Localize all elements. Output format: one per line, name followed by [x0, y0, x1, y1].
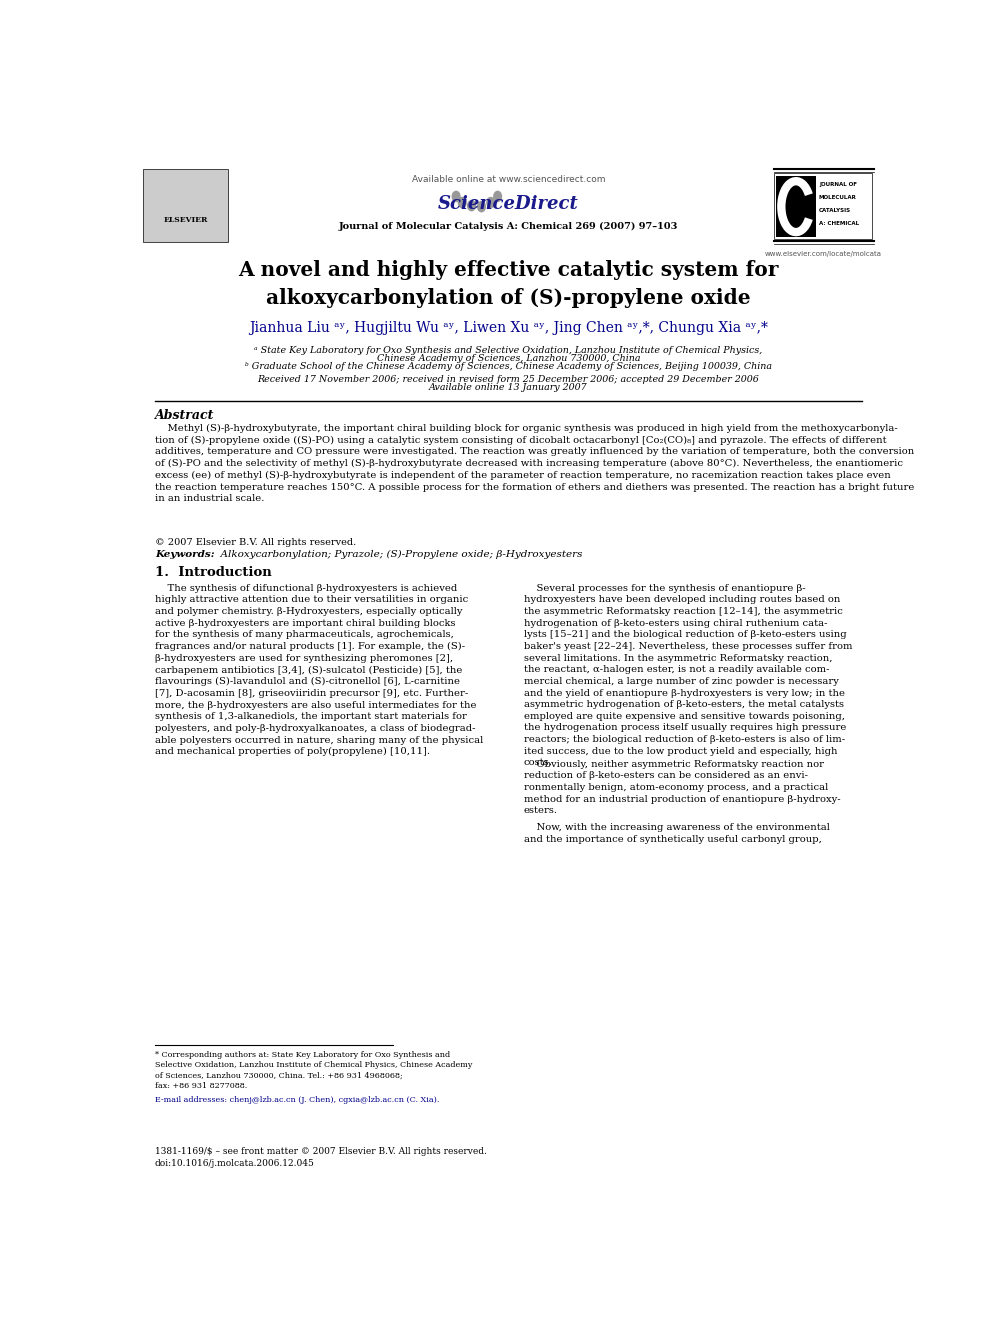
Text: ScienceDirect: ScienceDirect [437, 194, 579, 213]
Circle shape [478, 201, 485, 212]
Text: CATALYSIS: CATALYSIS [819, 208, 851, 213]
Text: www.elsevier.com/locate/molcata: www.elsevier.com/locate/molcata [765, 250, 882, 257]
Text: 1.  Introduction: 1. Introduction [155, 566, 272, 579]
Circle shape [452, 192, 460, 201]
Circle shape [458, 197, 466, 208]
Text: Available online 13 January 2007: Available online 13 January 2007 [430, 384, 587, 393]
Text: Alkoxycarbonylation; Pyrazole; (S)-Propylene oxide; β-Hydroxyesters: Alkoxycarbonylation; Pyrazole; (S)-Propy… [214, 550, 582, 560]
Circle shape [467, 201, 475, 210]
Text: Abstract: Abstract [155, 409, 214, 422]
Text: A: CHEMICAL: A: CHEMICAL [819, 221, 859, 226]
Text: JOURNAL OF: JOURNAL OF [819, 181, 857, 187]
Text: Keywords:: Keywords: [155, 550, 214, 558]
Text: Several processes for the synthesis of enantiopure β-
hydroxyesters have been de: Several processes for the synthesis of e… [524, 583, 852, 767]
Text: Jianhua Liu ᵃʸ, Hugjiltu Wu ᵃʸ, Liwen Xu ᵃʸ, Jing Chen ᵃʸ,*, Chungu Xia ᵃʸ,*: Jianhua Liu ᵃʸ, Hugjiltu Wu ᵃʸ, Liwen Xu… [249, 321, 768, 335]
Text: Available online at www.sciencedirect.com: Available online at www.sciencedirect.co… [412, 175, 605, 184]
Circle shape [494, 192, 502, 201]
Text: ᵃ State Key Laboratory for Oxo Synthesis and Selective Oxidation, Lanzhou Instit: ᵃ State Key Laboratory for Oxo Synthesis… [254, 345, 763, 355]
Text: © 2007 Elsevier B.V. All rights reserved.: © 2007 Elsevier B.V. All rights reserved… [155, 537, 356, 546]
Text: Obviously, neither asymmetric Reformatsky reaction nor
reduction of β-keto-ester: Obviously, neither asymmetric Reformatsk… [524, 759, 840, 815]
Text: A novel and highly effective catalytic system for
alkoxycarbonylation of (S)-pro: A novel and highly effective catalytic s… [238, 261, 779, 308]
Text: The synthesis of difunctional β-hydroxyesters is achieved
highly attractive atte: The synthesis of difunctional β-hydroxye… [155, 583, 483, 757]
Text: * Corresponding authors at: State Key Laboratory for Oxo Synthesis and
Selective: * Corresponding authors at: State Key La… [155, 1052, 472, 1090]
Text: 1381-1169/$ – see front matter © 2007 Elsevier B.V. All rights reserved.: 1381-1169/$ – see front matter © 2007 El… [155, 1147, 487, 1156]
Text: Chinese Academy of Sciences, Lanzhou 730000, China: Chinese Academy of Sciences, Lanzhou 730… [377, 355, 640, 363]
Circle shape [487, 197, 495, 208]
FancyBboxPatch shape [143, 169, 228, 242]
Text: ELSEVIER: ELSEVIER [164, 216, 207, 224]
FancyBboxPatch shape [776, 176, 815, 237]
Text: E-mail addresses: chenj@lzb.ac.cn (J. Chen), cgxia@lzb.ac.cn (C. Xia).: E-mail addresses: chenj@lzb.ac.cn (J. Ch… [155, 1095, 439, 1103]
Text: ᵇ Graduate School of the Chinese Academy of Sciences, Chinese Academy of Science: ᵇ Graduate School of the Chinese Academy… [245, 363, 772, 370]
FancyBboxPatch shape [774, 173, 872, 239]
Text: doi:10.1016/j.molcata.2006.12.045: doi:10.1016/j.molcata.2006.12.045 [155, 1159, 314, 1168]
Text: Received 17 November 2006; received in revised form 25 December 2006; accepted 2: Received 17 November 2006; received in r… [258, 376, 759, 384]
Text: Journal of Molecular Catalysis A: Chemical 269 (2007) 97–103: Journal of Molecular Catalysis A: Chemic… [338, 221, 679, 230]
Text: Now, with the increasing awareness of the environmental
and the importance of sy: Now, with the increasing awareness of th… [524, 823, 829, 844]
Text: MOLECULAR: MOLECULAR [819, 194, 857, 200]
Text: Methyl (S)-β-hydroxybutyrate, the important chiral building block for organic sy: Methyl (S)-β-hydroxybutyrate, the import… [155, 423, 914, 503]
